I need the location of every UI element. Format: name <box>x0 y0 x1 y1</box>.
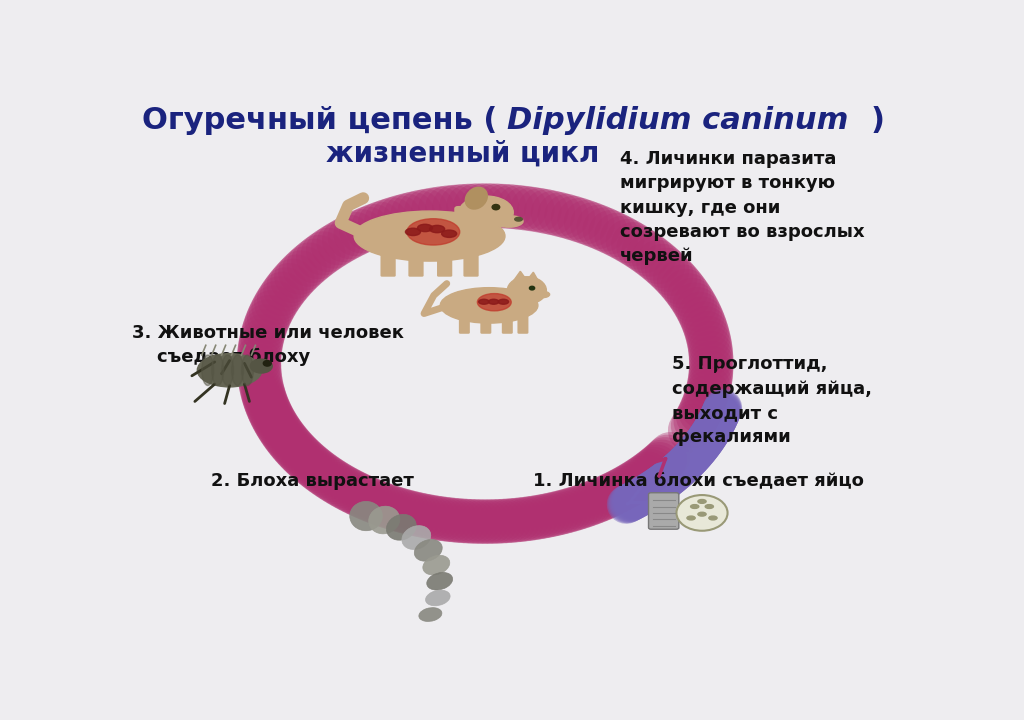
FancyBboxPatch shape <box>455 206 479 233</box>
Ellipse shape <box>477 294 511 311</box>
Text: жизненный цикл: жизненный цикл <box>327 139 600 167</box>
Text: 2. Блоха вырастает: 2. Блоха вырастает <box>211 472 414 490</box>
FancyBboxPatch shape <box>459 315 470 334</box>
Circle shape <box>677 495 728 531</box>
Ellipse shape <box>459 196 513 229</box>
Ellipse shape <box>698 512 707 516</box>
Circle shape <box>263 361 271 366</box>
Ellipse shape <box>536 292 550 297</box>
Ellipse shape <box>242 355 253 385</box>
Circle shape <box>529 287 535 290</box>
Ellipse shape <box>687 516 695 520</box>
Ellipse shape <box>406 228 421 235</box>
Ellipse shape <box>198 354 262 387</box>
Ellipse shape <box>202 355 214 385</box>
Ellipse shape <box>430 225 444 233</box>
FancyBboxPatch shape <box>502 315 513 334</box>
Ellipse shape <box>709 516 717 520</box>
Polygon shape <box>526 272 539 282</box>
Ellipse shape <box>354 211 505 261</box>
Text: 3. Животные или человек
    съедает блоху: 3. Животные или человек съедает блоху <box>132 324 403 366</box>
Text: 4. Личинки паразита
мигрируют в тонкую
кишку, где они
созревают во взрослых
черв: 4. Личинки паразита мигрируют в тонкую к… <box>621 150 864 266</box>
Ellipse shape <box>231 355 244 385</box>
Polygon shape <box>514 271 526 280</box>
Circle shape <box>507 276 547 304</box>
Ellipse shape <box>401 526 431 549</box>
Text: Огуречный цепень (: Огуречный цепень ( <box>142 106 498 135</box>
Ellipse shape <box>419 608 442 621</box>
FancyBboxPatch shape <box>464 249 478 276</box>
Ellipse shape <box>350 501 382 531</box>
Ellipse shape <box>441 230 457 238</box>
Ellipse shape <box>440 288 538 323</box>
Ellipse shape <box>495 215 523 227</box>
FancyBboxPatch shape <box>517 315 528 334</box>
Ellipse shape <box>423 555 450 575</box>
Ellipse shape <box>478 300 489 305</box>
Ellipse shape <box>465 187 487 209</box>
FancyBboxPatch shape <box>381 249 395 276</box>
Ellipse shape <box>369 506 399 534</box>
Ellipse shape <box>407 219 460 245</box>
Ellipse shape <box>698 500 707 503</box>
Ellipse shape <box>418 224 432 232</box>
FancyBboxPatch shape <box>480 315 492 334</box>
FancyBboxPatch shape <box>409 249 424 276</box>
Ellipse shape <box>386 514 417 540</box>
Ellipse shape <box>426 590 451 606</box>
Circle shape <box>493 204 500 210</box>
FancyBboxPatch shape <box>506 288 522 305</box>
Text: 5. Проглоттид,
содержащий яйца,
выходит с
фекалиями: 5. Проглоттид, содержащий яйца, выходит … <box>672 355 871 446</box>
Ellipse shape <box>212 355 223 385</box>
Ellipse shape <box>221 355 233 385</box>
Ellipse shape <box>251 359 272 373</box>
Ellipse shape <box>415 539 442 561</box>
Ellipse shape <box>690 505 698 508</box>
FancyBboxPatch shape <box>437 249 453 276</box>
Text: 1. Личинка блохи съедает яйцо: 1. Личинка блохи съедает яйцо <box>532 472 863 490</box>
Ellipse shape <box>515 217 522 221</box>
Ellipse shape <box>706 505 714 508</box>
Ellipse shape <box>488 300 499 305</box>
FancyBboxPatch shape <box>648 492 679 529</box>
Ellipse shape <box>499 300 509 305</box>
Ellipse shape <box>427 572 453 590</box>
Text: Dipylidium caninum: Dipylidium caninum <box>507 106 848 135</box>
Text: ): ) <box>870 106 885 135</box>
